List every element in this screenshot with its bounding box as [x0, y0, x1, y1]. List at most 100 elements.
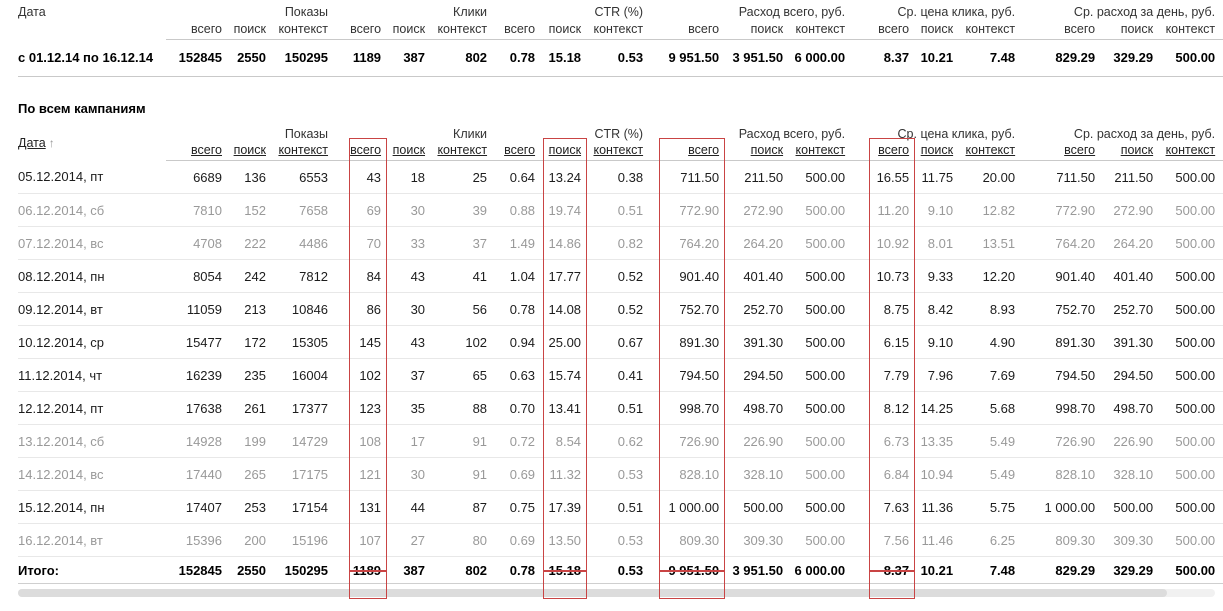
cell-value: 8.01: [917, 226, 962, 260]
sort-clicks-total-link[interactable]: всего: [350, 143, 382, 158]
cell-value: 726.90: [651, 424, 728, 458]
cell-value: 10.94: [917, 457, 962, 491]
cell-value: 272.90: [727, 193, 792, 227]
cell-value: 6.84: [853, 457, 918, 491]
summary-subcolumn-search: поиск: [389, 19, 434, 40]
cell-value: 0.94: [495, 325, 544, 359]
sort-cost-search-link[interactable]: поиск: [750, 143, 784, 158]
cell-value: 17: [389, 424, 434, 458]
cell-value: 91: [433, 424, 496, 458]
cell-value: 5.49: [961, 457, 1024, 491]
summary-column-group-avg-daily-cost: Ср. расход за день, руб.: [1073, 5, 1216, 19]
subcolumn-total: всего: [853, 140, 918, 161]
sort-avg-price-total-link[interactable]: всего: [878, 143, 910, 158]
cell-value: 500.00: [791, 523, 854, 557]
summary-column-group-impressions: Показы: [284, 5, 329, 19]
cell-value: 0.72: [495, 424, 544, 458]
cell-value: 242: [230, 259, 274, 293]
cell-value: 8.54: [543, 424, 590, 458]
cell-value: 891.30: [1023, 325, 1104, 359]
sort-ctr-context-link[interactable]: контекст: [593, 143, 644, 158]
sort-impressions-total-link[interactable]: всего: [191, 143, 222, 158]
summary-subcolumn-context: контекст: [791, 19, 854, 40]
table-row: 14.12.2014, вс 17440 265 17175 121 30 91…: [18, 457, 1223, 491]
cell-value: 14.08: [543, 292, 590, 326]
horizontal-scrollbar-thumb[interactable]: [18, 589, 1168, 597]
cell-value: 226.90: [727, 424, 792, 458]
cell-value: 711.50: [651, 160, 728, 194]
cell-value: 16.55: [853, 160, 918, 194]
cell-value: 272.90: [1103, 193, 1162, 227]
cell-value: 0.78: [495, 292, 544, 326]
cell-value: 500.00: [1161, 325, 1223, 359]
cell-value: 10.21: [917, 39, 962, 77]
cell-value: 764.20: [651, 226, 728, 260]
horizontal-scrollbar[interactable]: [18, 589, 1215, 597]
sort-cost-total-link[interactable]: всего: [688, 143, 720, 158]
cell-value: 0.51: [589, 391, 652, 425]
sort-daily-cost-search-link[interactable]: поиск: [1120, 143, 1154, 158]
cell-value: 17440: [166, 457, 230, 491]
cell-value: 0.82: [589, 226, 652, 260]
cell-value: 11.36: [917, 490, 962, 524]
cell-value: 37: [389, 358, 434, 392]
cell-value: 4.90: [961, 325, 1024, 359]
sort-ctr-total-link[interactable]: всего: [504, 143, 536, 158]
cell-value: 150295: [274, 556, 337, 584]
cell-value: 0.63: [495, 358, 544, 392]
cell-value: 7.56: [853, 523, 918, 557]
sort-by-date-link[interactable]: Дата: [18, 135, 46, 150]
cell-value: 3 951.50: [727, 556, 792, 584]
sort-cost-context-link[interactable]: контекст: [795, 143, 846, 158]
cell-value: 8.93: [961, 292, 1024, 326]
cell-value: 11.46: [917, 523, 962, 557]
cell-value: 1 000.00: [1023, 490, 1104, 524]
cell-value: 8.12: [853, 391, 918, 425]
cell-value: 6.73: [853, 424, 918, 458]
cell-value: 253: [230, 490, 274, 524]
cell-value: 998.70: [651, 391, 728, 425]
cell-value: 172: [230, 325, 274, 359]
sort-clicks-search-link[interactable]: поиск: [392, 143, 426, 158]
cell-value: 500.00: [791, 160, 854, 194]
cell-value: 17175: [274, 457, 337, 491]
table-row: 10.12.2014, ср 15477 172 15305 145 43 10…: [18, 325, 1223, 359]
cell-value: 30: [389, 193, 434, 227]
sort-daily-cost-context-link[interactable]: контекст: [1165, 143, 1216, 158]
cell-value: 102: [433, 325, 496, 359]
row-date: 16.12.2014, вт: [18, 523, 166, 557]
summary-period-row: с 01.12.14 по 16.12.14 152845 2550 15029…: [18, 39, 1223, 77]
table-row: 09.12.2014, вт 11059 213 10846 86 30 56 …: [18, 292, 1223, 326]
cell-value: 11.20: [853, 193, 918, 227]
cell-value: 0.75: [495, 490, 544, 524]
cell-value: 211.50: [727, 160, 792, 194]
cell-value: 15.74: [543, 358, 590, 392]
cell-value: 7.69: [961, 358, 1024, 392]
cell-value: 152: [230, 193, 274, 227]
sort-avg-price-context-link[interactable]: контекст: [965, 143, 1016, 158]
sort-impressions-context-link[interactable]: контекст: [278, 143, 329, 158]
sort-avg-price-search-link[interactable]: поиск: [920, 143, 954, 158]
row-date: 15.12.2014, пн: [18, 490, 166, 524]
cell-value: 88: [433, 391, 496, 425]
cell-value: 14.86: [543, 226, 590, 260]
subcolumn-context: контекст: [589, 140, 652, 161]
cell-value: 7.96: [917, 358, 962, 392]
sort-impressions-search-link[interactable]: поиск: [233, 143, 266, 158]
cell-value: 0.69: [495, 457, 544, 491]
cell-value: 9 951.50: [651, 39, 728, 77]
cell-value: 264.20: [1103, 226, 1162, 260]
cell-value: 33: [389, 226, 434, 260]
sort-ctr-search-link[interactable]: поиск: [548, 143, 582, 158]
sort-daily-cost-total-link[interactable]: всего: [1064, 143, 1096, 158]
subcolumn-total: всего: [166, 140, 230, 161]
cell-value: 15477: [166, 325, 230, 359]
cell-value: 0.69: [495, 523, 544, 557]
cell-value: 7.79: [853, 358, 918, 392]
cell-value: 329.29: [1103, 39, 1162, 77]
summary-subcolumn-search: поиск: [230, 19, 274, 40]
subcolumn-total: всего: [495, 140, 544, 161]
cell-value: 0.78: [495, 556, 544, 584]
cell-value: 500.00: [1161, 391, 1223, 425]
sort-clicks-context-link[interactable]: контекст: [437, 143, 488, 158]
